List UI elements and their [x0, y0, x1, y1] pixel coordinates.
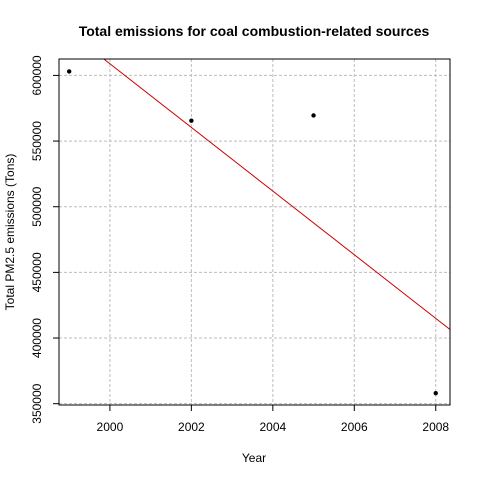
y-axis: 350000 400000 450000 500000 550000 600000 [30, 55, 59, 424]
data-point [433, 390, 438, 396]
points-layer [66, 69, 438, 396]
y-axis-label: Total PM2.5 emissions (Tons) [3, 154, 17, 311]
x-tick-label: 2008 [422, 420, 449, 434]
x-tick-label: 2002 [178, 420, 205, 434]
data-point [189, 118, 194, 123]
grid [59, 59, 450, 405]
y-tick-label: 600000 [30, 55, 44, 95]
plot-frame [58, 58, 451, 406]
x-tick-label: 2000 [97, 420, 124, 434]
chart-title: Total emissions for coal combustion-rela… [79, 23, 430, 39]
x-axis-label: Year [242, 451, 266, 465]
y-tick-label: 350000 [30, 383, 44, 423]
y-tick-label: 500000 [30, 186, 44, 226]
x-axis: 2000 2002 2004 2006 2008 [97, 405, 449, 434]
data-point [311, 113, 316, 118]
x-tick-label: 2006 [341, 420, 368, 434]
y-tick-label: 400000 [30, 318, 44, 358]
regression-line [103, 58, 451, 330]
data-point [66, 69, 72, 74]
x-tick-label: 2004 [259, 420, 286, 434]
y-tick-label: 450000 [30, 252, 44, 292]
y-tick-label: 550000 [30, 121, 44, 161]
fit-line-layer [103, 58, 451, 330]
